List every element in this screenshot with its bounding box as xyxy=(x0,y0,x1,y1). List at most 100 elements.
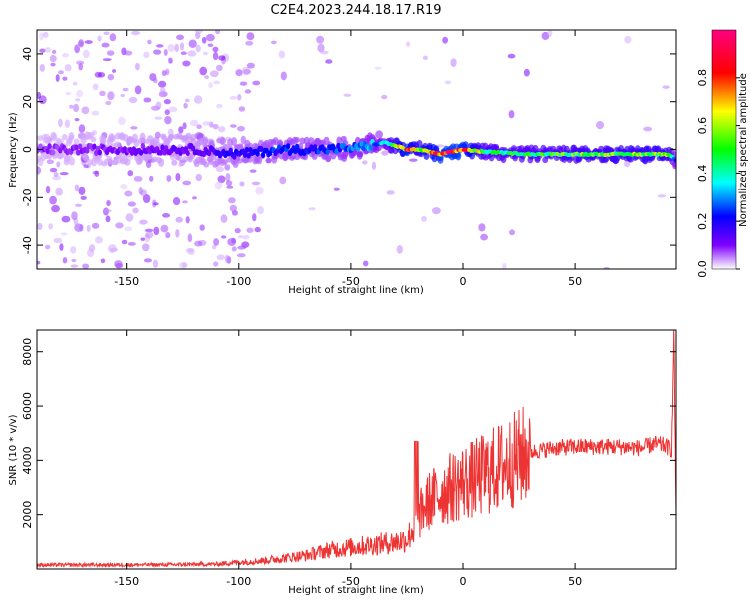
spectrogram-noise-blob xyxy=(270,40,277,45)
spectrogram-noise-blob xyxy=(46,159,54,165)
spectrogram-noise-blob xyxy=(509,229,516,236)
spectrogram-noise-blob xyxy=(97,35,102,42)
spectrogram-noise-blob xyxy=(84,40,93,44)
colorbar-tick-label: 0.6 xyxy=(696,117,709,135)
spectrogram-noise-blob xyxy=(153,226,160,236)
spectrogram-noise-blob xyxy=(316,35,325,44)
spectrogram-halo-blob xyxy=(224,164,231,171)
spectrogram-noise-blob xyxy=(109,33,117,42)
spectrogram-noise-blob xyxy=(149,175,154,182)
spectrogram-noise-blob xyxy=(160,224,169,233)
spectrogram-noise-blob xyxy=(39,48,46,53)
spectrogram-noise-blob xyxy=(48,223,53,230)
spectrogram-noise-blob xyxy=(165,231,171,239)
spectrogram-noise-blob xyxy=(212,123,219,130)
spectrogram-noise-blob xyxy=(105,215,111,223)
spectrogram-noise-blob xyxy=(643,126,653,132)
spectrogram-noise-blob xyxy=(523,68,530,77)
spectrogram-noise-blob xyxy=(406,41,411,47)
colorbar-tick-label: 0.8 xyxy=(696,69,709,87)
spectrogram-noise-blob xyxy=(153,49,162,55)
spectrogram-noise-blob xyxy=(65,91,72,96)
spectrogram-noise-blob xyxy=(381,94,388,100)
colorbar-label: Normalized spectral amplitude xyxy=(738,73,749,227)
spectrogram-noise-blob xyxy=(178,261,188,269)
spectrogram-noise-blob xyxy=(220,235,227,239)
spectrogram-ridge-blob xyxy=(185,150,190,157)
spectrogram-noise-blob xyxy=(280,71,287,81)
spectrogram-noise-blob xyxy=(143,51,150,59)
spectrogram-noise-blob xyxy=(333,187,340,191)
spectrogram-noise-blob xyxy=(187,247,195,256)
spectrogram-ridge-blob xyxy=(45,148,50,155)
spectrogram-halo-blob xyxy=(568,155,575,161)
spectrogram-noise-blob xyxy=(147,39,152,45)
spectrogram-noise-blob xyxy=(138,187,144,195)
spectrogram-noise-blob xyxy=(131,30,141,36)
snr-series-line xyxy=(37,330,676,569)
spectrogram-noise-blob xyxy=(208,82,213,89)
spectrogram-noise-blob xyxy=(396,245,403,254)
spectrogram-noise-blob xyxy=(39,32,44,41)
spectrogram-noise-blob xyxy=(135,62,140,71)
spectrogram-noise-blob xyxy=(317,43,325,53)
spectrogram-halo-blob xyxy=(73,138,80,145)
spectrogram-noise-blob xyxy=(133,175,143,182)
colorbar-ticks: 0.0 0.2 0.4 0.6 0.8 xyxy=(696,69,740,278)
top-x-tick-label: 50 xyxy=(568,275,582,288)
spectrogram-noise-blob xyxy=(37,91,42,100)
bottom-y-tick-label: 2000 xyxy=(21,501,34,529)
spectrogram-noise-blob xyxy=(124,190,133,197)
spectrogram-ridge-blob xyxy=(285,143,291,150)
spectrogram-noise-blob xyxy=(207,43,214,48)
spectrogram-halo-blob xyxy=(63,159,70,166)
spectrogram-noise-blob xyxy=(202,51,208,56)
spectrogram-noise-blob xyxy=(217,175,226,184)
spectrogram-noise-blob xyxy=(167,57,173,61)
top-x-axis-label: Height of straight line (km) xyxy=(288,285,424,296)
spectrogram-noise-blob xyxy=(239,81,248,86)
spectrogram-noise-blob xyxy=(167,43,175,53)
spectrogram-noise-blob xyxy=(64,64,72,72)
spectrogram-ridge-blob xyxy=(242,151,248,158)
spectrogram-noise-blob xyxy=(60,232,68,236)
spectrogram-noise-blob xyxy=(166,174,172,182)
spectrogram-noise-blob xyxy=(55,187,63,196)
spectrogram-noise-blob xyxy=(174,43,179,53)
spectrogram-noise-blob xyxy=(192,196,197,200)
spectrogram-noise-blob xyxy=(164,109,170,116)
spectrogram-halo-blob xyxy=(182,155,189,162)
spectrogram-ridge-blob xyxy=(138,149,144,156)
spectrogram-noise-blob xyxy=(252,80,261,86)
spectrogram-noise-blob xyxy=(199,66,208,76)
spectrogram-noise-blob xyxy=(76,60,85,65)
top-y-tick-label: -20 xyxy=(21,188,34,206)
spectrogram-noise-blob xyxy=(128,96,138,104)
spectrogram-noise-blob xyxy=(101,42,110,48)
colorbar-gradient xyxy=(711,29,737,270)
spectrogram-noise-blob xyxy=(83,49,90,59)
figure-title: C2E4.2023.244.18.17.R19 xyxy=(270,3,441,18)
spectrogram-noise-blob xyxy=(224,254,230,264)
spectrogram-noise-blob xyxy=(213,238,220,246)
spectrogram-noise-blob xyxy=(217,126,226,133)
spectrogram-noise-blob xyxy=(172,197,181,206)
spectrogram-noise-blob xyxy=(153,78,158,84)
spectrogram-noise-blob xyxy=(187,50,197,57)
spectrogram-noise-blob xyxy=(235,69,243,77)
spectrogram-noise-blob xyxy=(183,102,188,109)
spectrogram-noise-blob xyxy=(216,64,223,72)
spectrogram-noise-blob xyxy=(182,60,191,67)
spectrogram-noise-blob xyxy=(100,258,106,264)
spectrogram-noise-blob xyxy=(211,244,217,250)
spectrogram-noise-blob xyxy=(74,184,80,192)
spectrogram-noise-blob xyxy=(87,248,95,258)
spectrogram-noise-blob xyxy=(213,80,221,85)
spectrogram-noise-blob xyxy=(237,93,242,101)
spectrogram-noise-blob xyxy=(164,115,172,125)
spectrogram-noise-blob xyxy=(127,241,136,246)
spectrogram-noise-blob xyxy=(124,226,133,232)
spectrogram-ridge-blob xyxy=(47,143,52,150)
spectrogram-noise-blob xyxy=(547,30,553,37)
spectrogram-noise-blob xyxy=(204,75,210,80)
